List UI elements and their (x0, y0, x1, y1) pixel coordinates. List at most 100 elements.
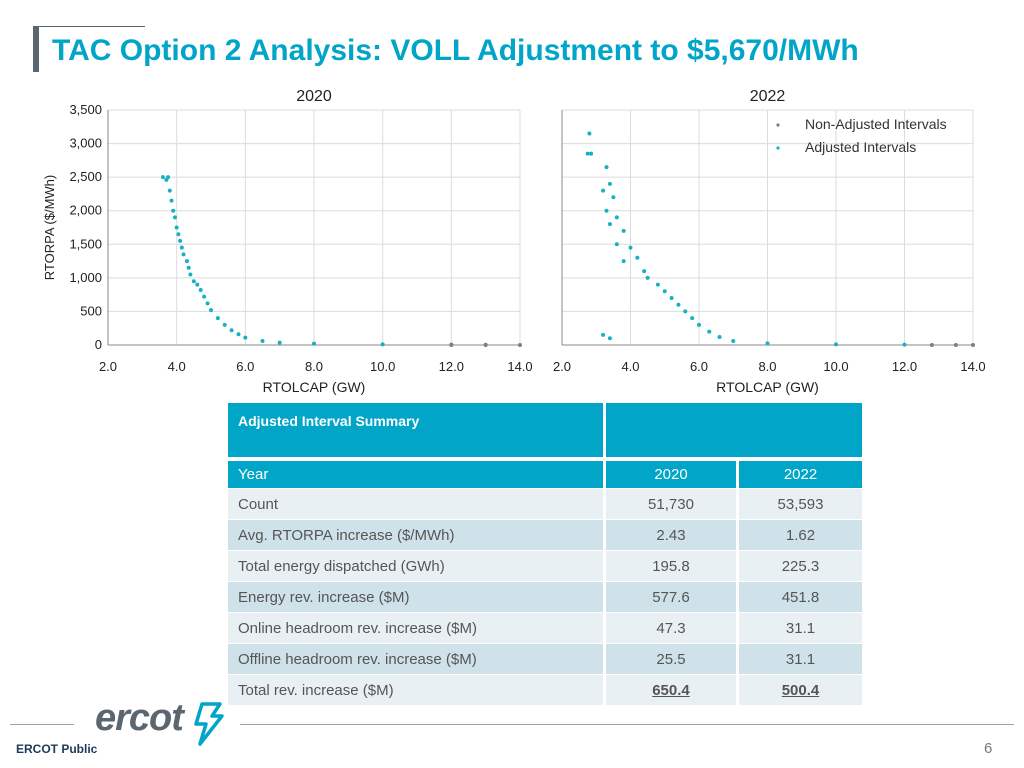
year-2020: 2020 (606, 461, 736, 488)
ercot-logo-mark-icon (194, 702, 224, 746)
data-point (587, 131, 592, 136)
data-point (683, 309, 688, 314)
table-row: Total energy dispatched (GWh) 195.8 225.… (228, 550, 862, 581)
page-number: 6 (984, 740, 993, 757)
y-tick-label: 2,000 (69, 203, 102, 218)
data-point (621, 228, 626, 233)
chart-title: 2022 (750, 88, 786, 105)
cell-2020: 2.43 (606, 519, 736, 550)
y-tick-label: 3,500 (69, 102, 102, 117)
data-point (669, 296, 674, 300)
cell-2022: 451.8 (739, 581, 862, 612)
cell-2020: 51,730 (606, 488, 736, 519)
table-year-row: Year 2020 2022 (228, 461, 862, 488)
table-row: Online headroom rev. increase ($M) 47.3 … (228, 612, 862, 643)
table-header: Adjusted Interval Summary (228, 403, 603, 461)
cell-2020: 577.6 (606, 581, 736, 612)
data-point (277, 340, 282, 345)
data-point (191, 279, 196, 284)
data-point (971, 343, 975, 347)
data-point (642, 269, 647, 274)
year-label: Year (228, 461, 603, 488)
footer-classification: ERCOT Public (16, 742, 98, 756)
data-point (929, 343, 934, 347)
ercot-logo: ercot (95, 697, 184, 739)
cell-2022: 1.62 (739, 519, 862, 550)
data-point (188, 272, 193, 277)
data-point (209, 308, 213, 313)
data-point (635, 255, 640, 260)
data-point (585, 151, 590, 156)
y-tick-label: 1,000 (69, 270, 102, 285)
x-tick-label: 10.0 (370, 359, 395, 374)
data-point (202, 294, 207, 299)
footer-rule-left (10, 724, 74, 725)
data-point (614, 215, 619, 220)
legend-marker (776, 123, 780, 127)
data-point (601, 188, 606, 193)
x-tick-label: 8.0 (305, 359, 323, 374)
data-point (483, 343, 488, 347)
data-point (518, 343, 522, 347)
x-tick-label: 4.0 (168, 359, 186, 374)
x-tick-label: 6.0 (236, 359, 254, 374)
data-point (614, 242, 619, 247)
data-point (707, 329, 712, 334)
data-point (676, 302, 681, 307)
data-point (607, 336, 612, 341)
cell-2022: 500.4 (739, 674, 862, 705)
data-point (166, 175, 171, 180)
scatter-charts: 2.0 4.0 6.0 8.0 10.0 12.0 14.0 0 500 1,000 1,500 2,… (42, 88, 986, 395)
title-accent-bar (33, 26, 39, 72)
x-tick-label: 14.0 (507, 359, 532, 374)
data-point (765, 341, 770, 346)
data-point (205, 301, 210, 306)
data-point (953, 343, 958, 347)
row-label: Total energy dispatched (GWh) (228, 550, 603, 581)
y-tick-label: 3,000 (69, 136, 102, 151)
x-tick-label: 2.0 (553, 359, 571, 374)
data-point (834, 342, 838, 347)
data-point (167, 188, 172, 193)
cell-2020: 47.3 (606, 612, 736, 643)
x-axis-label: RTOLCAP (GW) (263, 379, 366, 395)
table-row: Count 51,730 53,593 (228, 488, 862, 519)
y-tick-label: 500 (80, 303, 102, 318)
cell-2022: 53,593 (739, 488, 862, 519)
row-label: Avg. RTORPA increase ($/MWh) (228, 519, 603, 550)
data-point (160, 175, 165, 180)
data-point (195, 282, 200, 287)
x-tick-label: 4.0 (621, 359, 639, 374)
table-header-blank (606, 403, 862, 461)
legend-label: Non-Adjusted Intervals (805, 116, 947, 132)
data-point (604, 165, 609, 170)
data-point (604, 208, 609, 213)
data-point (186, 265, 191, 270)
table-row: Total rev. increase ($M) 650.4 500.4 (228, 674, 862, 705)
table-row: Energy rev. increase ($M) 577.6 451.8 (228, 581, 862, 612)
data-point (628, 245, 633, 250)
x-axis-label: RTOLCAP (GW) (716, 379, 819, 395)
year-2022: 2022 (739, 461, 862, 488)
cell-2022: 225.3 (739, 550, 862, 581)
row-label: Energy rev. increase ($M) (228, 581, 603, 612)
x-tick-label: 6.0 (690, 359, 708, 374)
x-tick-label: 12.0 (439, 359, 464, 374)
slide-title: TAC Option 2 Analysis: VOLL Adjustment t… (52, 34, 859, 67)
data-point (607, 181, 612, 186)
legend-marker (776, 146, 780, 150)
cell-2020: 650.4 (606, 674, 736, 705)
data-point (174, 225, 179, 230)
data-point (621, 259, 626, 264)
x-tick-label: 10.0 (823, 359, 848, 374)
data-point (172, 215, 177, 220)
title-accent-rule (39, 26, 145, 27)
data-point (179, 245, 184, 250)
legend-label: Adjusted Intervals (805, 139, 916, 155)
data-point (697, 322, 701, 327)
data-point (690, 316, 695, 321)
cell-2022: 31.1 (739, 612, 862, 643)
data-point (607, 222, 612, 227)
data-point (176, 232, 181, 237)
data-point (229, 328, 234, 333)
